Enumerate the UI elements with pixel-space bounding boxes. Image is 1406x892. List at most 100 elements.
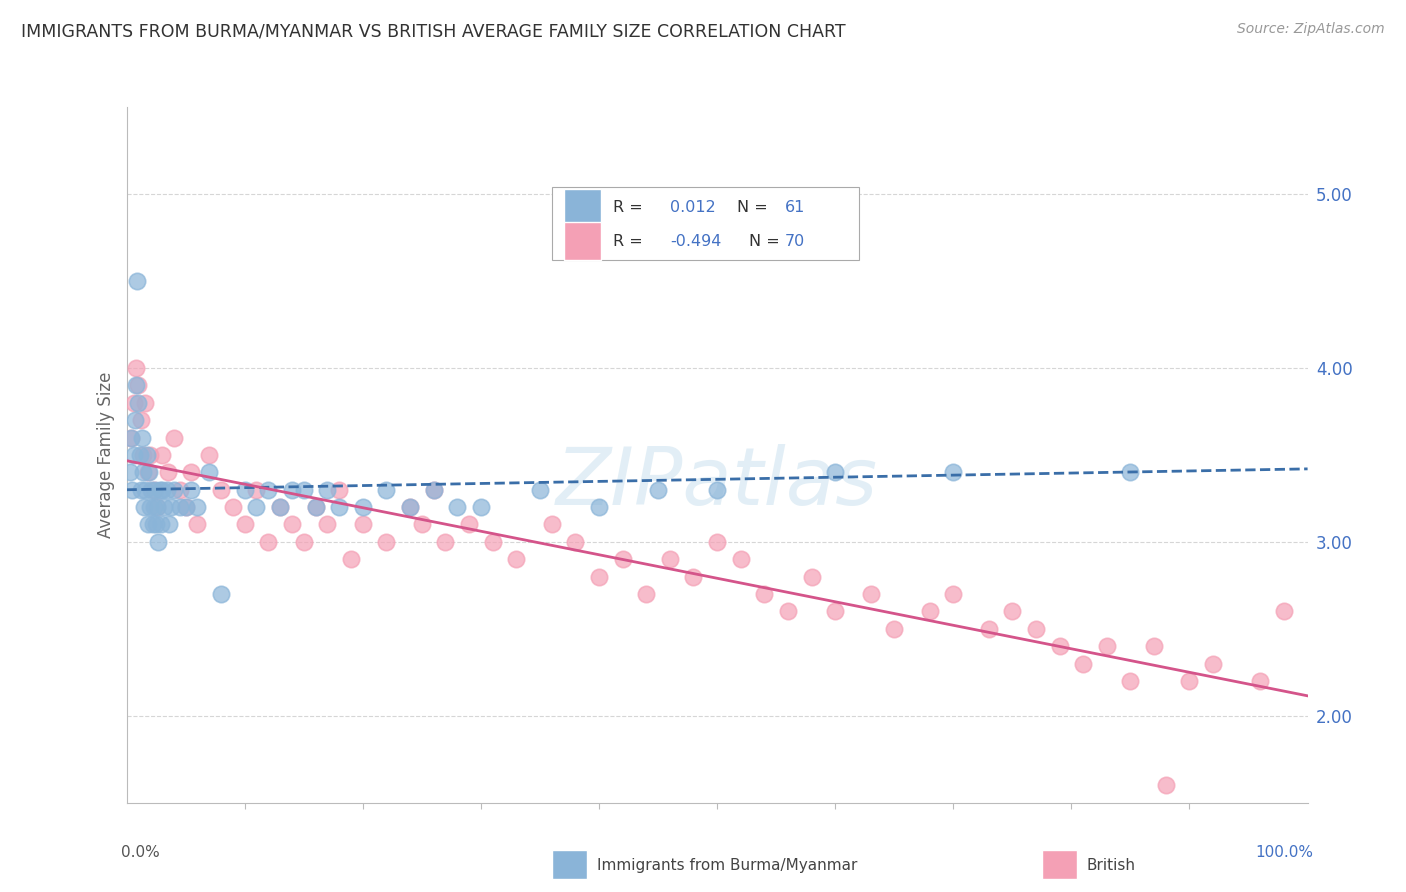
Point [1202, 657, 1225, 671]
Point [127, 378, 149, 392]
Point [149, 483, 172, 497]
Point [146, 500, 169, 514]
Point [292, 535, 315, 549]
Point [186, 517, 208, 532]
Point [800, 570, 823, 584]
Point [146, 500, 169, 514]
Point [120, 431, 142, 445]
Point [209, 483, 232, 497]
Point [141, 483, 163, 497]
Point [1095, 639, 1118, 653]
Point [142, 500, 165, 514]
Point [127, 396, 149, 410]
Point [209, 587, 232, 601]
Text: N =: N = [737, 201, 768, 216]
Point [883, 622, 905, 636]
Point [132, 466, 155, 480]
Point [505, 552, 527, 566]
Point [682, 570, 704, 584]
Point [422, 483, 444, 497]
Point [186, 500, 208, 514]
Point [121, 483, 143, 497]
Point [1025, 622, 1047, 636]
Point [470, 500, 492, 514]
Point [399, 500, 422, 514]
FancyBboxPatch shape [564, 189, 602, 227]
Text: Source: ZipAtlas.com: Source: ZipAtlas.com [1237, 22, 1385, 37]
Text: 70: 70 [785, 234, 804, 249]
Point [160, 500, 183, 514]
Point [292, 483, 315, 497]
Point [222, 500, 245, 514]
Point [233, 517, 256, 532]
Point [148, 535, 170, 549]
Text: 100.0%: 100.0% [1256, 845, 1313, 860]
Point [153, 500, 176, 514]
Point [658, 552, 681, 566]
FancyBboxPatch shape [551, 187, 859, 260]
Point [139, 448, 162, 462]
Point [129, 483, 152, 497]
Text: N =: N = [749, 234, 780, 249]
Point [156, 483, 179, 497]
Point [1272, 605, 1295, 619]
Point [281, 517, 304, 532]
Point [1049, 639, 1071, 653]
Point [446, 500, 468, 514]
Point [174, 500, 197, 514]
Point [198, 466, 221, 480]
Point [328, 500, 350, 514]
Point [131, 431, 153, 445]
Text: Immigrants from Burma/Myanmar: Immigrants from Burma/Myanmar [596, 858, 858, 873]
Point [134, 483, 156, 497]
FancyBboxPatch shape [1042, 850, 1077, 880]
Point [150, 483, 173, 497]
FancyBboxPatch shape [564, 222, 602, 260]
Point [134, 396, 156, 410]
Point [352, 517, 374, 532]
Point [127, 274, 149, 288]
Point [120, 431, 142, 445]
Point [411, 517, 433, 532]
Point [157, 517, 180, 532]
Point [588, 570, 610, 584]
Point [180, 483, 202, 497]
Point [149, 517, 172, 532]
Point [824, 466, 846, 480]
Point [141, 517, 163, 532]
Point [942, 466, 965, 480]
Text: R =: R = [613, 201, 643, 216]
Point [122, 396, 145, 410]
Point [481, 535, 503, 549]
Point [163, 431, 186, 445]
Point [1071, 657, 1094, 671]
Point [1154, 778, 1177, 792]
Point [269, 500, 291, 514]
Point [145, 517, 167, 532]
Text: ZIPatlas: ZIPatlas [555, 443, 879, 522]
Point [136, 517, 159, 532]
Point [132, 448, 155, 462]
Point [169, 500, 191, 514]
Point [706, 535, 728, 549]
Point [245, 483, 267, 497]
Point [233, 483, 256, 497]
Point [328, 483, 350, 497]
Point [399, 500, 422, 514]
Point [124, 413, 146, 427]
Text: 0.012: 0.012 [669, 201, 716, 216]
Point [128, 448, 150, 462]
Point [1249, 674, 1271, 689]
Point [918, 605, 941, 619]
Point [1119, 466, 1142, 480]
Text: IMMIGRANTS FROM BURMA/MYANMAR VS BRITISH AVERAGE FAMILY SIZE CORRELATION CHART: IMMIGRANTS FROM BURMA/MYANMAR VS BRITISH… [21, 22, 846, 40]
Text: 0.0%: 0.0% [121, 845, 159, 860]
Point [730, 552, 752, 566]
Point [1143, 639, 1166, 653]
Point [529, 483, 551, 497]
Point [281, 483, 304, 497]
Point [1178, 674, 1201, 689]
Point [135, 448, 157, 462]
Text: R =: R = [613, 234, 643, 249]
Point [257, 483, 280, 497]
